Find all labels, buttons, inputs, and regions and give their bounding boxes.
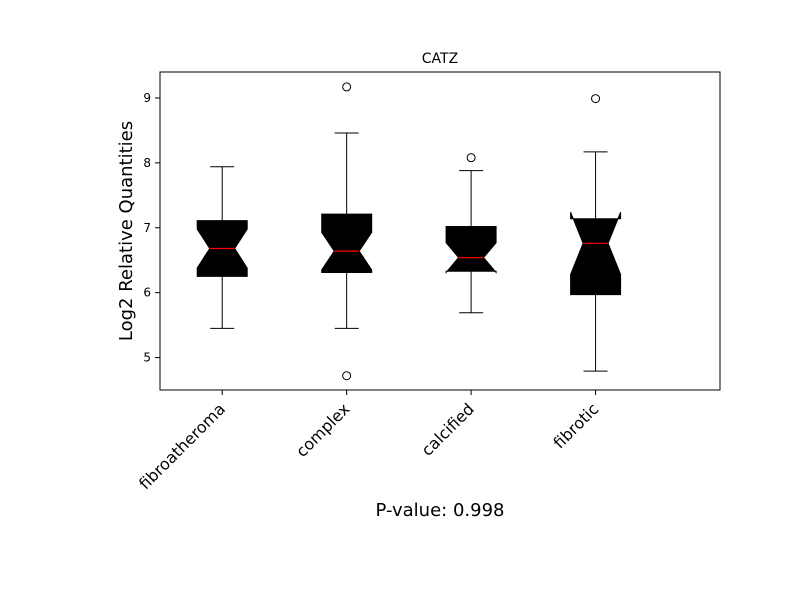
plot-area: 5 6 7 8 9 fibroatheroma complex calcified fibrot…: [135, 71, 721, 493]
outlier-point: [591, 94, 601, 104]
box-fibrotic: [570, 212, 622, 296]
y-axis-label: Log2 Relative Quantities: [116, 121, 137, 341]
plot-frame: [159, 71, 721, 391]
y-tick-label: 8: [143, 156, 151, 170]
box-complex: [321, 213, 373, 273]
y-tick-label: 6: [143, 286, 151, 300]
chart-title: CATZ: [422, 51, 458, 67]
p-value-label: P-value: 0.998: [376, 500, 505, 521]
x-tick-label: fibrotic: [550, 399, 603, 452]
y-tick-label: 5: [143, 351, 151, 365]
x-tick-label: complex: [292, 399, 353, 460]
y-tick-label: 7: [143, 221, 151, 235]
outlier-point: [342, 82, 352, 92]
outlier-point: [466, 153, 476, 163]
y-tick-label: 9: [143, 91, 151, 105]
x-tick-label: calcified: [418, 399, 478, 459]
x-tick-label: fibroatheroma: [135, 399, 229, 493]
box-calcified: [445, 226, 497, 274]
outlier-point: [342, 371, 352, 381]
